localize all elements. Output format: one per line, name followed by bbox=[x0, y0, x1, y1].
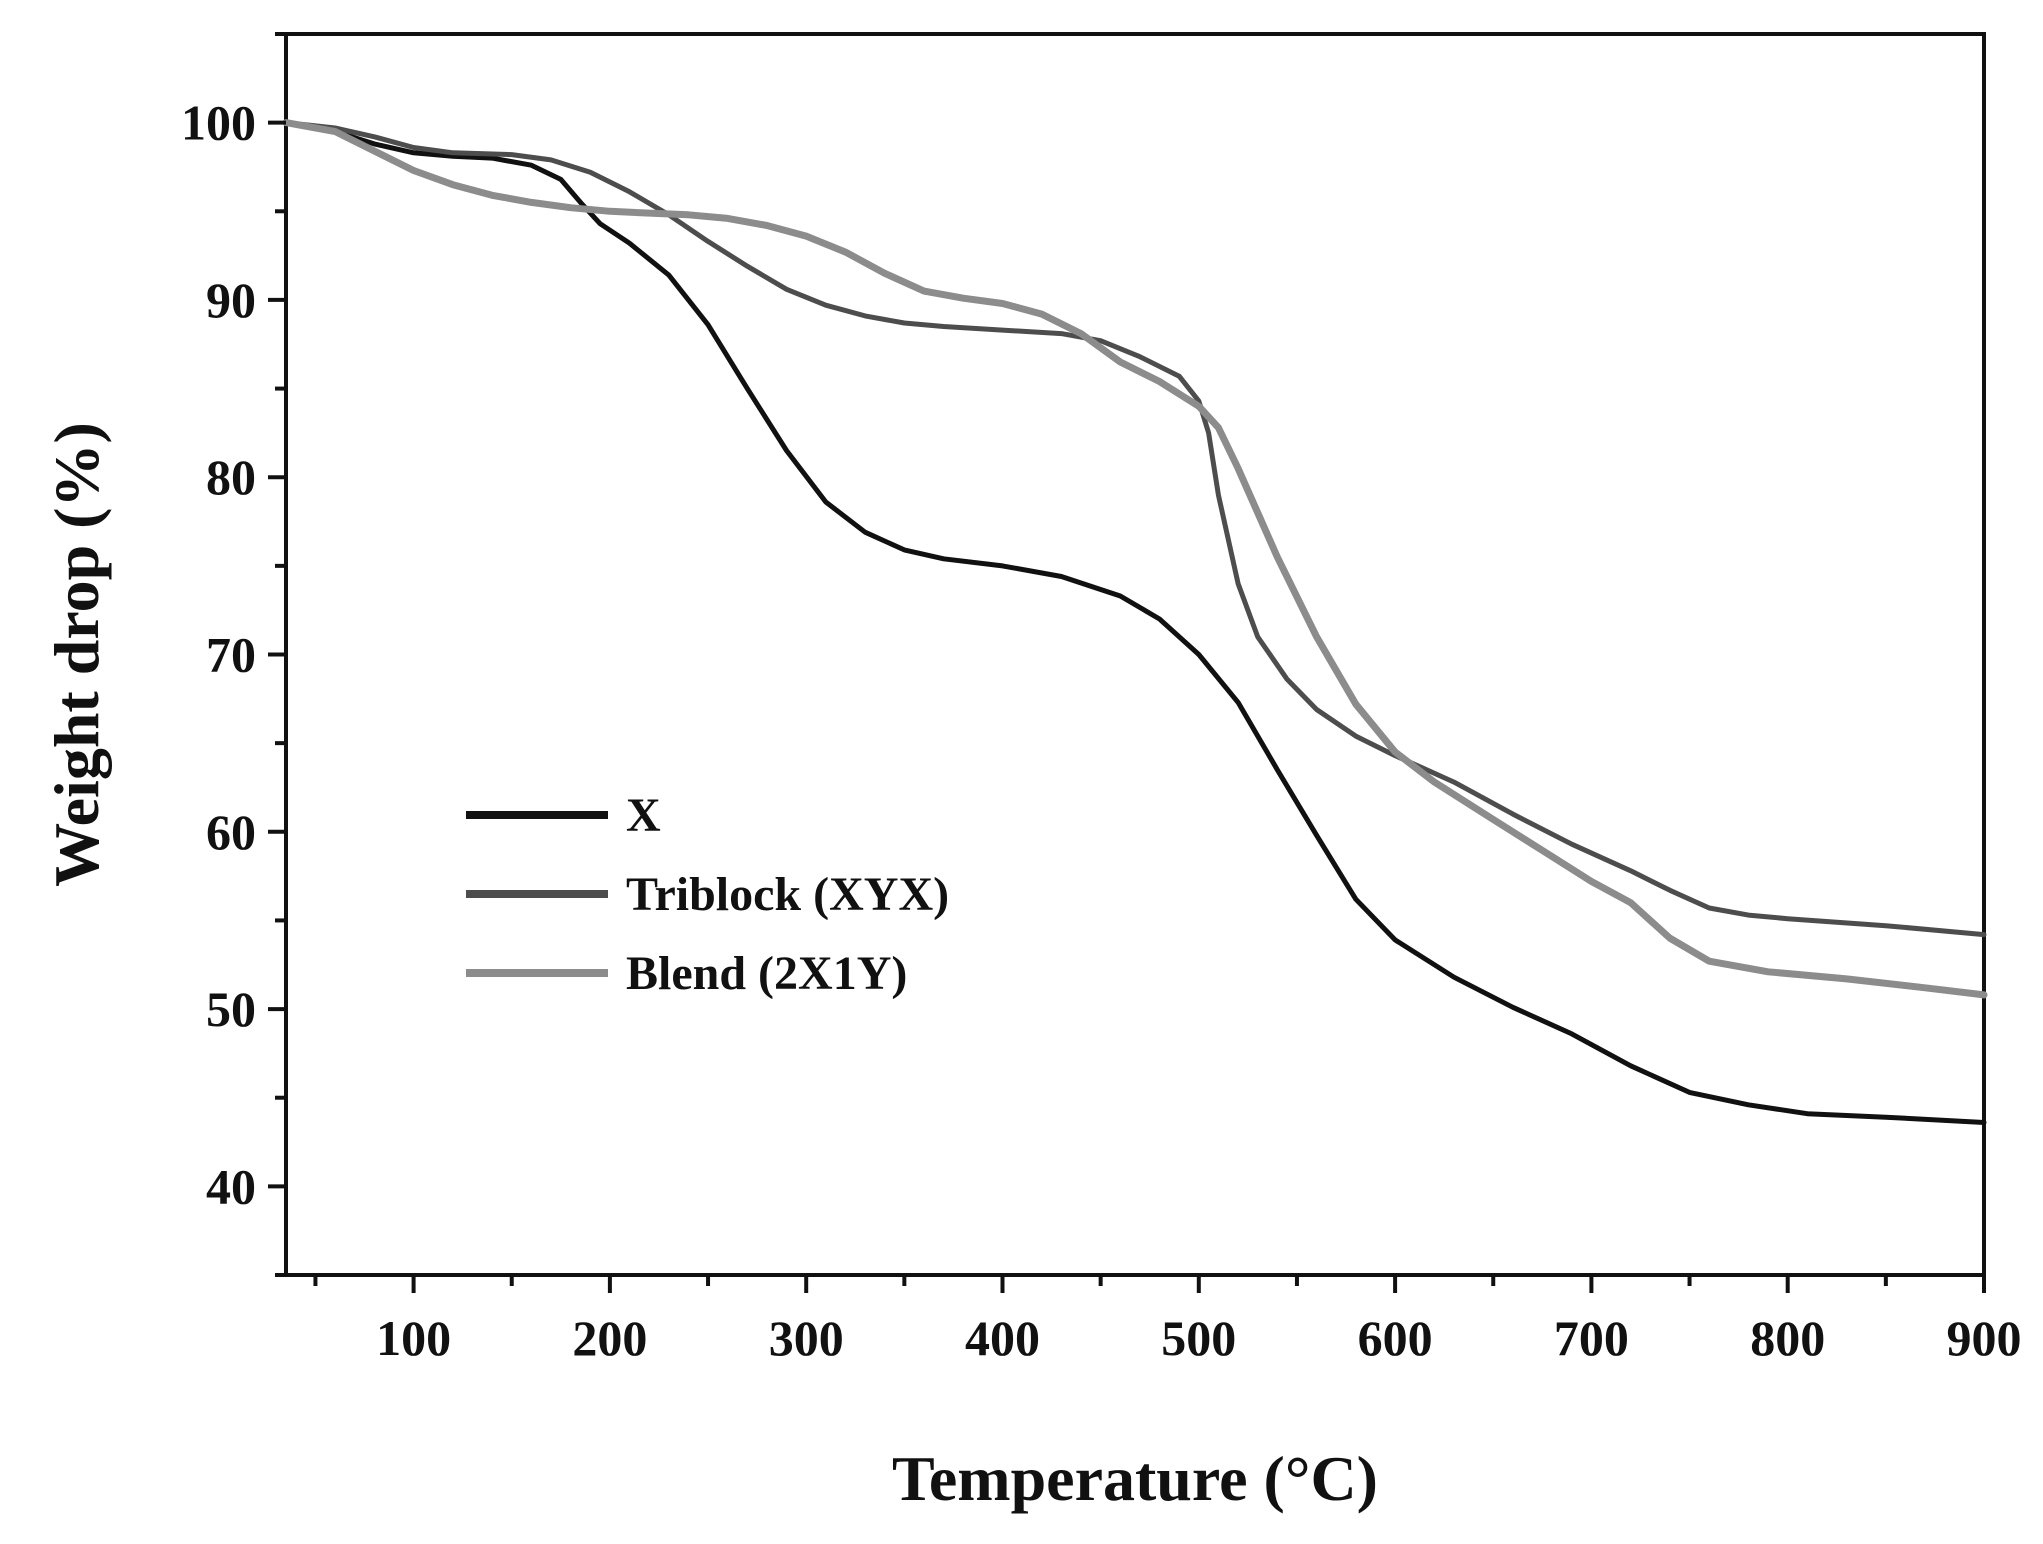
series-line-triblock-xyx bbox=[283, 120, 1987, 938]
series-line-blend-2x1y bbox=[282, 119, 1988, 999]
x-axis-title: Temperature (°C) bbox=[892, 1443, 1378, 1514]
y-tick-label: 70 bbox=[206, 627, 256, 683]
y-axis-title: Weight drop (%) bbox=[41, 422, 112, 887]
y-tick-label: 50 bbox=[206, 981, 256, 1037]
y-tick-label: 40 bbox=[206, 1158, 256, 1214]
x-tick-label: 500 bbox=[1161, 1310, 1236, 1366]
x-tick-label: 100 bbox=[376, 1310, 451, 1366]
x-axis: 100 200 300 400 500 600 700 800 900 bbox=[313, 1275, 2022, 1366]
plot-frame bbox=[284, 32, 1986, 1277]
plot-area bbox=[282, 32, 1988, 1277]
legend-label-blend: Blend (2X1Y) bbox=[626, 947, 907, 1000]
x-tick-label: 300 bbox=[769, 1310, 844, 1366]
series-line-x bbox=[283, 120, 1987, 1125]
legend-label-x: X bbox=[626, 789, 661, 842]
x-tick-label: 800 bbox=[1750, 1310, 1825, 1366]
x-tick-label: 700 bbox=[1554, 1310, 1629, 1366]
y-tick-label: 100 bbox=[181, 95, 256, 151]
legend-label-triblock: Triblock (XYX) bbox=[626, 868, 949, 921]
series-layer bbox=[282, 119, 1988, 1125]
x-tick-label: 200 bbox=[572, 1310, 647, 1366]
x-tick-label: 600 bbox=[1358, 1310, 1433, 1366]
y-axis: 40 50 60 70 80 90 100 bbox=[181, 32, 286, 1277]
x-tick-label: 900 bbox=[1947, 1310, 2022, 1366]
y-tick-label: 80 bbox=[206, 449, 256, 505]
x-tick-label: 400 bbox=[965, 1310, 1040, 1366]
legend: X Triblock (XYX) Blend (2X1Y) bbox=[466, 789, 949, 1000]
y-tick-label: 90 bbox=[206, 272, 256, 328]
y-tick-label: 60 bbox=[206, 804, 256, 860]
